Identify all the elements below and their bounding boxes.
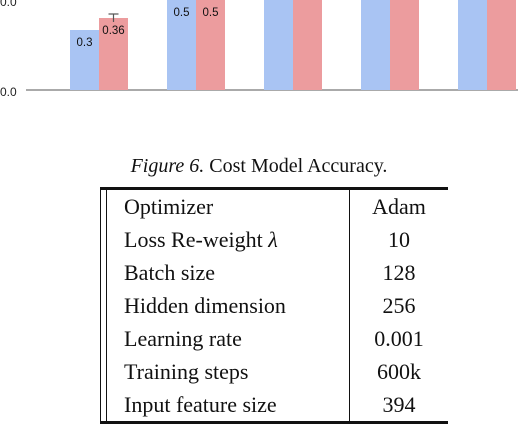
param-value: 0.001: [349, 322, 448, 355]
cost-model-accuracy-chart: 0.0 0.0 0.3 0.5 0.36 0.5: [0, 0, 518, 99]
bar: [361, 0, 390, 90]
param-value: 128: [349, 256, 448, 289]
param-name-text: Loss Re-weight: [124, 227, 269, 252]
param-value: 256: [349, 289, 448, 322]
y-tick-label: 0.0: [0, 85, 17, 99]
bar-value-label: 0.5: [203, 7, 219, 19]
param-name: Loss Re-weight λ: [108, 223, 350, 256]
bar: [99, 18, 128, 90]
bar: [293, 0, 322, 90]
figure-caption: Figure 6. Cost Model Accuracy.: [0, 155, 518, 178]
table-row: Learning rate 0.001: [108, 322, 448, 355]
param-value: 10: [349, 223, 448, 256]
param-name: Batch size: [124, 260, 216, 285]
param-value: Adam: [349, 190, 448, 223]
figure-label: Figure 6.: [130, 155, 205, 177]
table-row: Input feature size 394: [108, 388, 448, 421]
figure-caption-text: Cost Model Accuracy.: [209, 155, 388, 177]
bar: [196, 0, 225, 90]
lambda-symbol: λ: [268, 227, 278, 252]
hyperparameter-table-frame: Optimizer Adam Loss Re-weight λ 10 Batch…: [100, 187, 448, 424]
param-name: Optimizer: [124, 194, 214, 219]
param-value: 600k: [349, 355, 448, 388]
bar: [167, 0, 196, 90]
table-row: Batch size 128: [108, 256, 448, 289]
param-name: Hidden dimension: [124, 293, 286, 318]
table-row: Loss Re-weight λ 10: [108, 223, 448, 256]
y-tick-label: 0.0: [0, 0, 17, 9]
bar: [458, 0, 487, 90]
param-value: 394: [349, 388, 448, 421]
bar-value-label: 0.3: [77, 37, 93, 49]
table-row: Training steps 600k: [108, 355, 448, 388]
bar: [264, 0, 293, 90]
table-row: Hidden dimension 256: [108, 289, 448, 322]
param-name: Input feature size: [124, 392, 277, 417]
bar-value-label: 0.36: [102, 25, 124, 37]
param-name: Training steps: [124, 359, 249, 384]
param-name: Learning rate: [124, 326, 242, 351]
table-row: Optimizer Adam: [108, 190, 448, 223]
bar: [70, 30, 99, 90]
hyperparameter-table: Optimizer Adam Loss Re-weight λ 10 Batch…: [108, 190, 448, 421]
bar: [390, 0, 419, 90]
bar-value-label: 0.5: [174, 7, 190, 19]
bar: [487, 0, 516, 90]
